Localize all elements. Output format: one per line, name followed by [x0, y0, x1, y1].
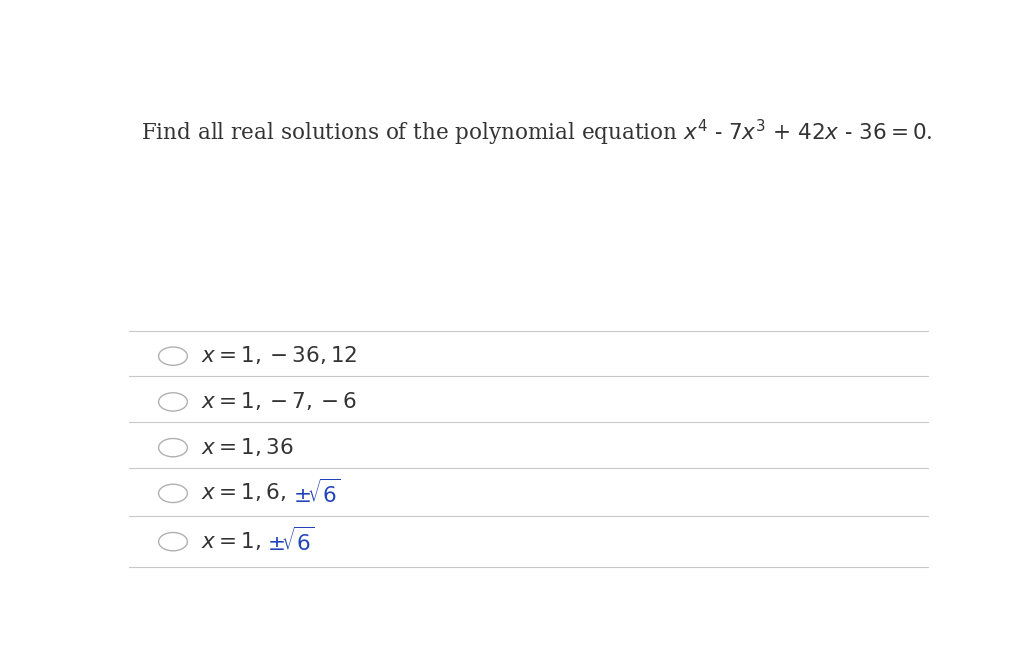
Text: $\pm\!\sqrt{6}$: $\pm\!\sqrt{6}$ — [293, 479, 341, 508]
Text: $x = 1, −7, −6$: $x = 1, −7, −6$ — [201, 391, 357, 413]
Text: $x = 1, −36, 12$: $x = 1, −36, 12$ — [201, 345, 357, 367]
Text: $x = 1, 36$: $x = 1, 36$ — [201, 437, 293, 459]
Text: $\pm\!\sqrt{6}$: $\pm\!\sqrt{6}$ — [267, 527, 315, 556]
Text: $x = 1, 6,$: $x = 1, 6,$ — [201, 482, 286, 504]
Text: $x = 1,$: $x = 1,$ — [201, 531, 261, 552]
Text: Find all real solutions of the polynomial equation $x^{4}$ - $7x^{3}$ + $42x$ - : Find all real solutions of the polynomia… — [141, 117, 933, 148]
